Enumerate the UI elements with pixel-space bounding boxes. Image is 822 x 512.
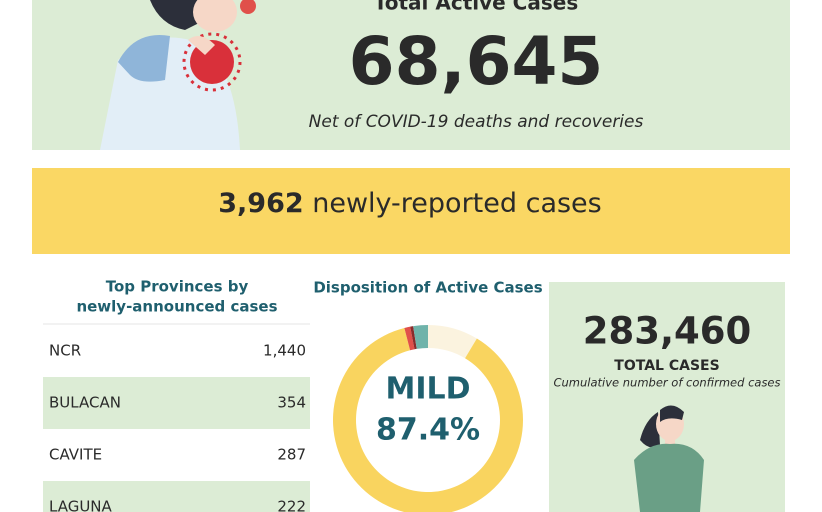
total-note: Cumulative number of confirmed cases bbox=[553, 376, 780, 390]
total-value: 283,460 bbox=[583, 310, 752, 353]
province-count: 222 bbox=[277, 498, 306, 512]
new-cases-count: 3,962 bbox=[218, 188, 303, 219]
table-row bbox=[43, 429, 310, 481]
total-label: TOTAL CASES bbox=[614, 358, 719, 374]
banner-text: 3,962 newly-reported cases bbox=[218, 188, 602, 219]
table-row bbox=[43, 325, 310, 377]
new-cases-text: newly-reported cases bbox=[312, 188, 602, 219]
donut-center-label: MILD bbox=[385, 372, 470, 407]
header-subtitle: Net of COVID-19 deaths and recoveries bbox=[309, 112, 644, 132]
province-name: BULACAN bbox=[49, 394, 121, 412]
table-title: Top Provinces by bbox=[106, 278, 249, 296]
province-name: LAGUNA bbox=[49, 498, 113, 512]
donut-segment bbox=[404, 326, 415, 351]
province-count: 1,440 bbox=[263, 342, 306, 360]
new-cases-banner bbox=[32, 168, 790, 254]
province-count: 354 bbox=[277, 394, 306, 412]
active-cases-value: 68,645 bbox=[349, 23, 604, 100]
donut-segment bbox=[428, 325, 477, 359]
donut-title: Disposition of Active Cases bbox=[313, 279, 542, 297]
header-title: Total Active Cases bbox=[374, 0, 578, 15]
donut-segment bbox=[410, 326, 417, 350]
province-count: 287 bbox=[277, 446, 306, 464]
province-table: Top Provinces by newly-announced cases N… bbox=[43, 278, 310, 512]
donut-center-value: 87.4% bbox=[376, 413, 480, 448]
table-title: newly-announced cases bbox=[76, 298, 277, 316]
coughing-woman-illustration bbox=[100, 0, 256, 150]
table-row bbox=[43, 481, 310, 512]
province-name: CAVITE bbox=[49, 446, 102, 464]
donut-segment bbox=[413, 325, 428, 349]
province-name: NCR bbox=[49, 342, 81, 360]
standing-woman-illustration bbox=[634, 405, 704, 512]
donut-chart bbox=[333, 325, 523, 512]
table-row bbox=[43, 377, 310, 429]
